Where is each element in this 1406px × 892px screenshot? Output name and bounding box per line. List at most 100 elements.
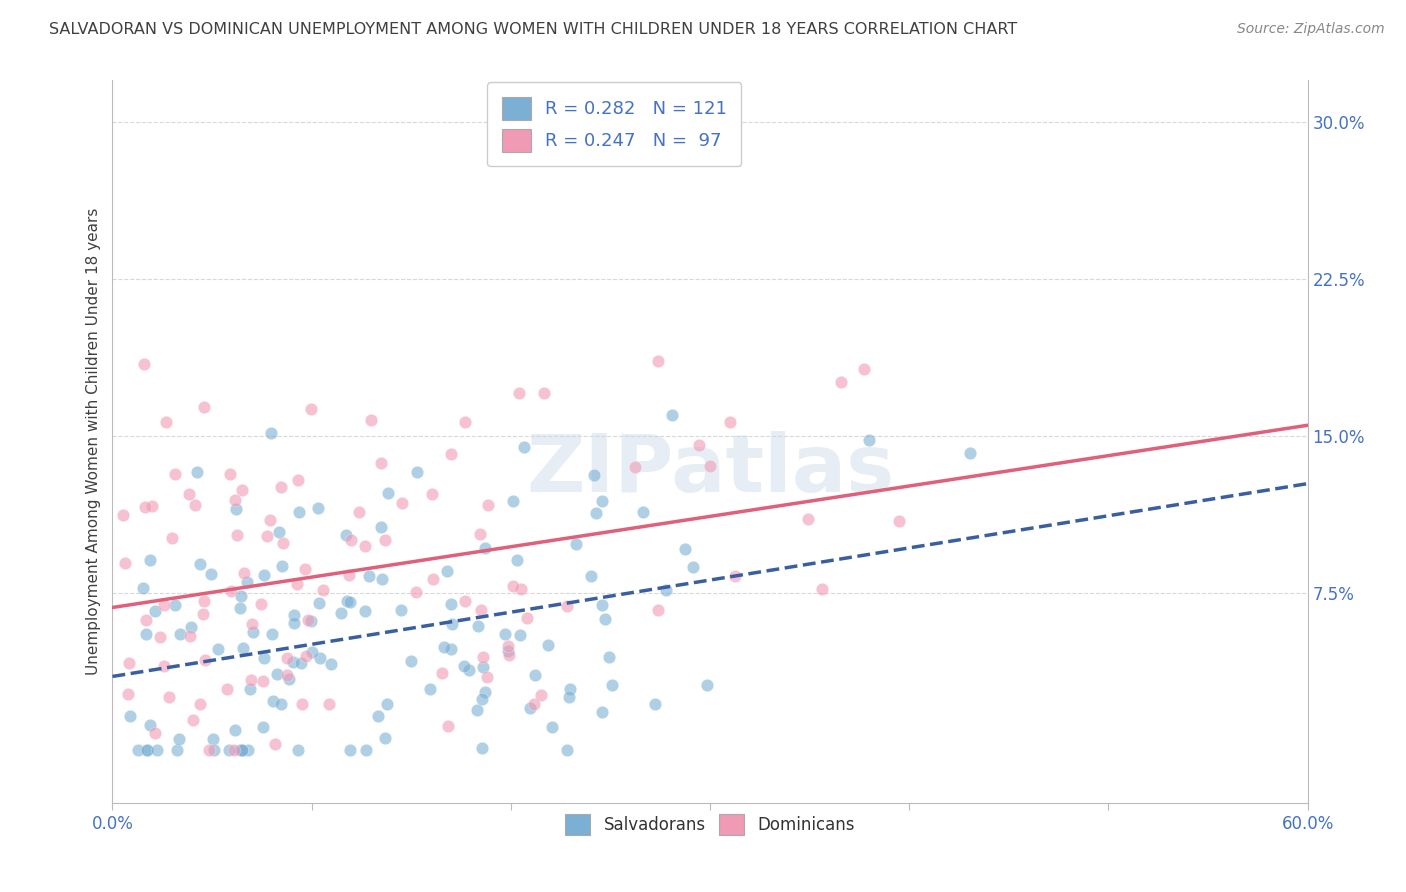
Point [225, 502, 247, 516]
Point [533, 385, 555, 400]
Point [624, 460, 647, 475]
Point [200, 567, 222, 582]
Point [194, 653, 217, 667]
Point [229, 743, 252, 757]
Point [406, 465, 429, 479]
Point [308, 500, 330, 515]
Point [370, 519, 392, 533]
Point [269, 525, 291, 540]
Point [347, 505, 370, 519]
Point [207, 641, 229, 656]
Point [291, 697, 314, 711]
Point [218, 743, 240, 757]
Point [475, 670, 498, 684]
Point [600, 678, 623, 692]
Point [724, 569, 747, 583]
Point [797, 511, 820, 525]
Point [165, 467, 187, 481]
Point [474, 541, 496, 556]
Point [295, 649, 318, 664]
Point [294, 562, 316, 576]
Point [673, 541, 696, 556]
Point [236, 574, 259, 589]
Point [502, 493, 524, 508]
Point [436, 564, 458, 578]
Point [530, 688, 553, 702]
Point [370, 456, 392, 470]
Point [853, 361, 876, 376]
Point [631, 505, 654, 519]
Point [112, 508, 135, 523]
Point [117, 687, 139, 701]
Point [301, 645, 323, 659]
Point [169, 627, 191, 641]
Point [335, 528, 357, 542]
Point [498, 648, 520, 662]
Point [509, 628, 531, 642]
Point [252, 651, 274, 665]
Point [270, 697, 292, 711]
Point [591, 705, 613, 719]
Point [647, 354, 669, 368]
Point [193, 594, 215, 608]
Point [471, 650, 494, 665]
Point [468, 527, 491, 541]
Point [887, 514, 910, 528]
Point [810, 582, 832, 596]
Point [231, 589, 253, 603]
Point [167, 731, 190, 746]
Point [132, 581, 155, 595]
Point [141, 499, 163, 513]
Text: Source: ZipAtlas.com: Source: ZipAtlas.com [1237, 22, 1385, 37]
Point [582, 468, 605, 483]
Point [430, 665, 453, 680]
Point [454, 415, 477, 429]
Point [374, 731, 396, 746]
Point [256, 529, 278, 543]
Point [162, 531, 184, 545]
Point [661, 408, 683, 422]
Point [262, 694, 284, 708]
Point [287, 743, 309, 757]
Point [647, 603, 669, 617]
Point [354, 539, 377, 553]
Point [118, 709, 141, 723]
Point [420, 486, 443, 500]
Point [557, 690, 579, 704]
Point [565, 537, 588, 551]
Point [287, 473, 309, 487]
Point [231, 483, 253, 497]
Point [260, 425, 283, 440]
Point [163, 598, 186, 612]
Point [228, 601, 250, 615]
Point [682, 559, 704, 574]
Point [519, 701, 541, 715]
Point [283, 608, 305, 623]
Point [312, 582, 335, 597]
Point [179, 629, 201, 643]
Point [458, 664, 481, 678]
Point [221, 584, 243, 599]
Point [339, 595, 361, 609]
Point [252, 720, 274, 734]
Point [297, 614, 319, 628]
Point [135, 613, 157, 627]
Point [593, 612, 616, 626]
Point [494, 627, 516, 641]
Point [271, 536, 294, 550]
Point [193, 400, 215, 414]
Point [285, 577, 308, 591]
Point [441, 616, 464, 631]
Point [180, 620, 202, 634]
Point [471, 692, 494, 706]
Point [360, 413, 382, 427]
Point [454, 594, 477, 608]
Point [135, 743, 157, 757]
Point [191, 607, 214, 621]
Point [419, 681, 441, 696]
Point [644, 698, 666, 712]
Point [134, 500, 156, 515]
Point [177, 486, 200, 500]
Point [152, 599, 174, 613]
Point [283, 615, 305, 630]
